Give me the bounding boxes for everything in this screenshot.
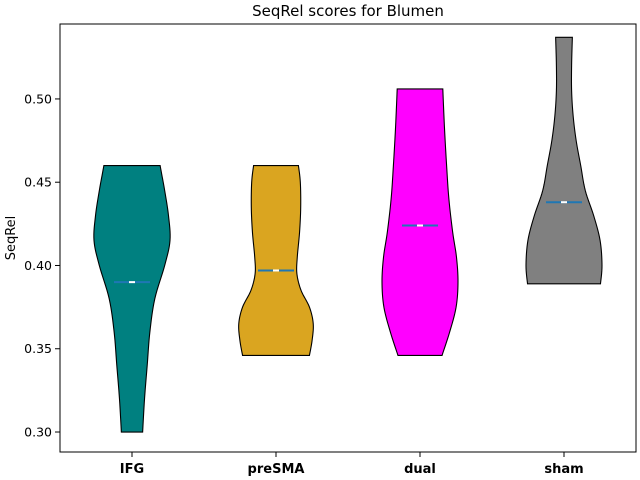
violin-preSMA <box>238 165 314 356</box>
x-tick-label-IFG: IFG <box>120 462 144 477</box>
x-tick-label-dual: dual <box>404 462 436 477</box>
violin-dual <box>381 88 459 356</box>
plot-area-frame <box>59 23 637 453</box>
y-tick-label: 0.50 <box>24 91 52 106</box>
y-tick-label: 0.30 <box>24 425 52 440</box>
y-axis-ticks: 0.30 0.35 0.40 0.45 0.50 <box>24 91 60 440</box>
x-tick-label-preSMA: preSMA <box>248 462 305 477</box>
violin-IFG <box>93 165 171 433</box>
y-tick-label: 0.45 <box>24 175 52 190</box>
violin-sham <box>525 36 603 285</box>
y-tick-label: 0.40 <box>24 258 52 273</box>
violins-group <box>93 36 603 433</box>
y-tick-label: 0.35 <box>24 341 52 356</box>
chart-title: SeqRel scores for Blumen <box>252 2 444 20</box>
x-axis-ticks: IFG preSMA dual sham <box>120 452 584 477</box>
y-axis-label: SeqRel <box>4 216 19 261</box>
x-tick-label-sham: sham <box>544 462 583 477</box>
